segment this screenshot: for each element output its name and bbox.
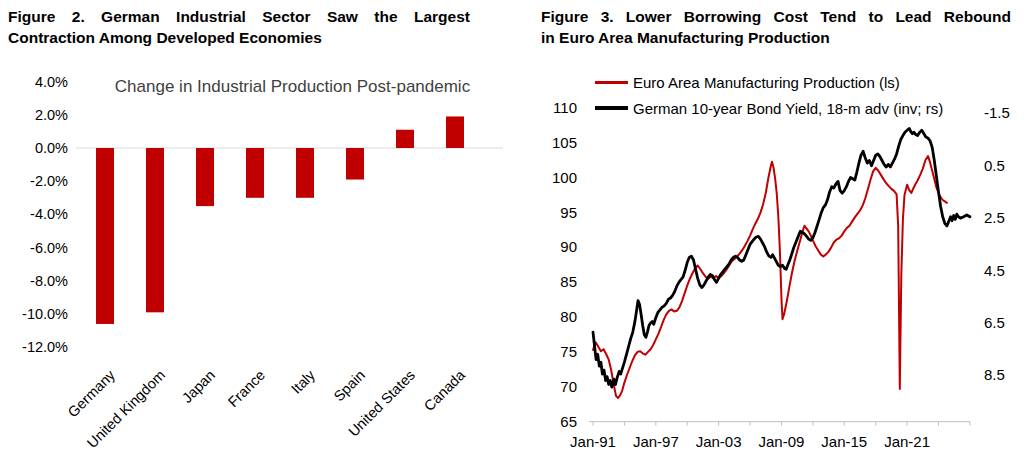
- y-axis-tick-label: -10.0%: [22, 306, 68, 322]
- industrial-production-bar-chart: 4.0% 2.0% 0.0% -2.0% -4.0% -6.0% -8.0% -10.0% -1…: [0, 0, 515, 472]
- left-axis-tick-label: 90: [560, 238, 577, 255]
- left-axis-tick-label: 70: [560, 378, 577, 395]
- x-axis-tick-label: Jan-91: [570, 433, 616, 450]
- left-axis-tick-label: 80: [560, 308, 577, 325]
- bar-canada: [446, 116, 464, 148]
- legend-label-production: Euro Area Manufacturing Production (ls): [633, 74, 900, 91]
- x-axis-tick-label: Jan-97: [633, 433, 679, 450]
- x-category-label-spain: Spain: [331, 367, 369, 405]
- red-line-swatch-icon: [595, 81, 628, 84]
- black-line-swatch-icon: [595, 106, 628, 110]
- legend-label-bond-yield: German 10-year Bond Yield, 18-m adv (inv…: [633, 100, 943, 117]
- right-axis-tick-label: 8.5: [984, 366, 1005, 383]
- left-axis-tick-label: 110: [553, 99, 577, 116]
- legend-row-bond-yield: German 10-year Bond Yield, 18-m adv (inv…: [595, 95, 943, 121]
- right-axis-tick-label: 4.5: [984, 262, 1005, 279]
- y-axis-tick-label: 0.0%: [35, 140, 68, 156]
- x-axis-tick-label: Jan-21: [884, 433, 930, 450]
- x-category-label-japan: Japan: [179, 367, 218, 406]
- left-axis-tick-label: 65: [560, 413, 577, 430]
- bar-united-kingdom: [146, 148, 164, 312]
- y-axis-tick-label: -8.0%: [30, 273, 68, 289]
- right-axis-tick-label: -1.5: [984, 104, 1010, 121]
- y-axis-tick-label: -4.0%: [30, 206, 68, 222]
- bar-france: [246, 148, 264, 198]
- figure2-panel: Figure 2. German Industrial Sector Saw t…: [0, 0, 515, 472]
- left-axis-tick-label: 75: [560, 343, 577, 360]
- y-axis-tick-label: -6.0%: [30, 240, 68, 256]
- bar-germany: [96, 148, 114, 324]
- y-axis-tick-label: -12.0%: [22, 339, 68, 355]
- x-axis-tick-label: Jan-15: [821, 433, 867, 450]
- x-category-label-france: France: [225, 367, 268, 410]
- figure3-legend: Euro Area Manufacturing Production (ls) …: [595, 69, 943, 121]
- left-axis-tick-label: 105: [552, 134, 577, 151]
- left-axis-tick-label: 95: [560, 204, 577, 221]
- x-category-label-italy: Italy: [288, 366, 319, 397]
- report-figures-page: { "figure2": { "title_lines": ["Figure 2…: [0, 0, 1027, 472]
- x-category-label-canada: Canada: [421, 366, 469, 414]
- series-line-euro-area-manufacturing-production-ls-: [593, 156, 947, 398]
- y-axis-tick-label: -2.0%: [30, 173, 68, 189]
- bar-united-states: [396, 130, 414, 148]
- bar-italy: [296, 148, 314, 198]
- bar-spain: [346, 148, 364, 180]
- right-axis-tick-label: 2.5: [984, 209, 1005, 226]
- x-axis-tick-label: Jan-09: [759, 433, 805, 450]
- figure3-panel: Figure 3. Lower Borrowing Cost Tend to L…: [515, 0, 1027, 472]
- left-axis-tick-label: 85: [560, 273, 577, 290]
- y-axis-tick-label: 2.0%: [35, 107, 68, 123]
- right-axis-tick-label: 0.5: [984, 157, 1005, 174]
- y-axis-tick-label: 4.0%: [35, 74, 68, 90]
- bar-japan: [196, 148, 214, 206]
- left-axis-tick-label: 100: [552, 169, 577, 186]
- bar-chart-inner-title: Change in Industrial Production Post-pan…: [85, 72, 500, 101]
- right-axis-tick-label: 6.5: [984, 314, 1005, 331]
- series-line-german-10-year-bond-yield-18-m-adv-inv-rs-: [593, 129, 970, 388]
- legend-row-production: Euro Area Manufacturing Production (ls): [595, 69, 943, 95]
- x-axis-tick-label: Jan-03: [696, 433, 742, 450]
